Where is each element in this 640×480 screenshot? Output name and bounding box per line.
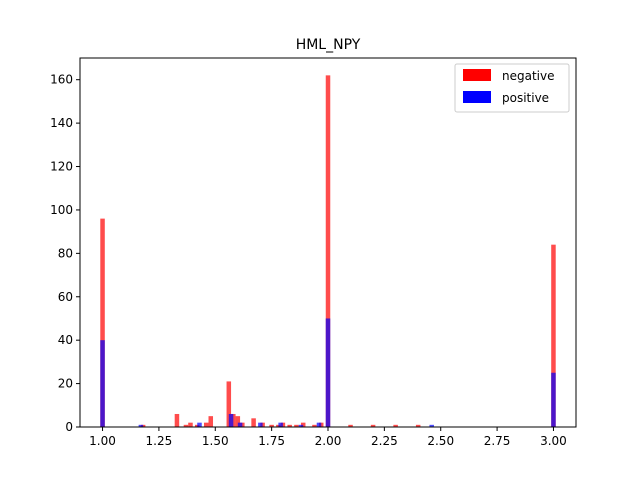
positive-bars xyxy=(100,318,556,427)
positive-bar-1 xyxy=(138,424,144,427)
positive-bar-8 xyxy=(316,422,322,427)
positive-bar-2 xyxy=(197,422,202,427)
negative-bar-10 xyxy=(235,416,241,427)
negative-bar-2 xyxy=(174,413,180,427)
legend-label-negative: negative xyxy=(502,69,554,83)
x-tick-label: 2.50 xyxy=(427,434,454,448)
negative-bar-23 xyxy=(348,424,353,427)
y-tick-label: 0 xyxy=(65,420,73,434)
negative-bar-27 xyxy=(551,244,556,427)
y-tick-label: 40 xyxy=(58,333,73,347)
positive-bar-9 xyxy=(325,318,331,427)
positive-bar-7 xyxy=(298,424,304,427)
y-tick-label: 140 xyxy=(50,116,73,130)
y-tick-label: 80 xyxy=(58,246,73,260)
negative-bar-17 xyxy=(287,424,292,427)
negative-bar-22 xyxy=(325,75,331,428)
x-tick-label: 1.50 xyxy=(202,434,229,448)
positive-bar-4 xyxy=(237,422,243,427)
x-tick-label: 2.25 xyxy=(371,434,398,448)
x-axis: 1.00 1.25 1.50 1.75 2.00 2.25 2.50 2.75 3.00 xyxy=(89,427,567,448)
positive-bar-6 xyxy=(278,422,283,427)
negative-bar-20 xyxy=(312,424,317,427)
negative-bar-0 xyxy=(100,218,105,427)
legend: negative positive xyxy=(454,63,570,113)
y-axis: 0 20 40 60 80 100 120 140 160 xyxy=(50,73,80,434)
negative-bar-19 xyxy=(300,422,306,427)
legend-swatch-negative xyxy=(463,69,491,81)
y-tick-label: 160 xyxy=(50,73,73,87)
x-tick-label: 3.00 xyxy=(540,434,567,448)
negative-bar-12 xyxy=(251,418,256,427)
y-tick-label: 120 xyxy=(50,160,73,174)
positive-bar-5 xyxy=(258,422,263,427)
negative-bar-18 xyxy=(294,424,299,427)
chart-title: HML_NPY xyxy=(296,37,361,53)
positive-bar-11 xyxy=(551,372,556,427)
negative-bar-4 xyxy=(188,422,193,427)
negative-bar-6 xyxy=(204,422,209,427)
x-tick-label: 2.75 xyxy=(484,434,511,448)
x-tick-label: 1.25 xyxy=(146,434,173,448)
x-tick-label: 1.75 xyxy=(258,434,285,448)
legend-label-positive: positive xyxy=(502,91,549,105)
x-tick-label: 2.00 xyxy=(315,434,342,448)
negative-bar-3 xyxy=(183,424,189,427)
negative-bar-26 xyxy=(415,424,421,427)
negative-bar-14 xyxy=(269,424,274,427)
negative-bar-25 xyxy=(393,424,398,427)
y-tick-label: 20 xyxy=(58,377,73,391)
x-tick-label: 1.00 xyxy=(89,434,116,448)
negative-bar-8 xyxy=(226,381,232,427)
negative-bar-24 xyxy=(370,424,376,427)
legend-swatch-positive xyxy=(463,91,491,103)
y-tick-label: 60 xyxy=(58,290,73,304)
positive-bar-0 xyxy=(100,340,105,427)
positive-bar-3 xyxy=(228,413,234,427)
positive-bar-10 xyxy=(429,424,434,427)
y-tick-label: 100 xyxy=(50,203,73,217)
negative-bar-7 xyxy=(208,416,214,427)
negative-bar-5 xyxy=(194,424,200,427)
